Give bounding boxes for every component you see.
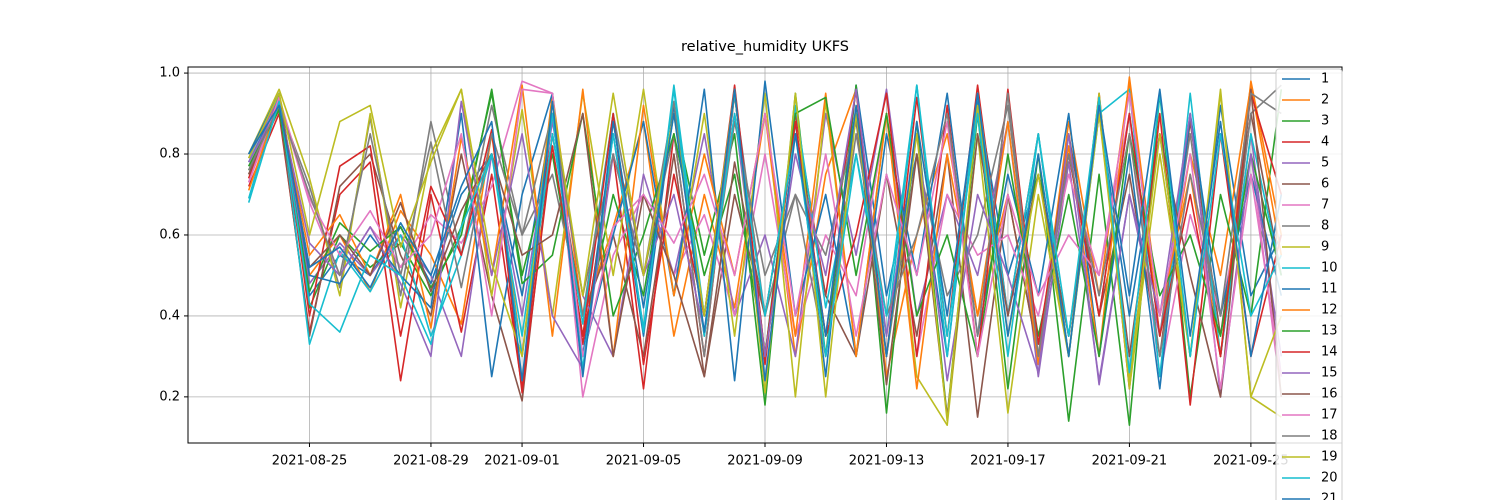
x-tick-label: 2021-09-17 xyxy=(970,454,1046,469)
legend-label: 1 xyxy=(1321,72,1329,87)
legend-label: 20 xyxy=(1321,471,1338,486)
legend-label: 6 xyxy=(1321,177,1329,192)
legend-label: 3 xyxy=(1321,114,1329,129)
series-line xyxy=(247,80,1283,390)
y-tick-label: 0.4 xyxy=(159,308,180,323)
x-tick-label: 2021-08-29 xyxy=(393,454,469,469)
legend-label: 18 xyxy=(1321,429,1338,444)
series-line xyxy=(247,88,1283,398)
legend-label: 15 xyxy=(1321,366,1338,381)
series-line xyxy=(247,88,1283,390)
legend-label: 19 xyxy=(1321,450,1338,465)
series-line xyxy=(247,80,1283,398)
series-line xyxy=(248,88,1283,382)
x-tick-label: 2021-09-13 xyxy=(849,454,925,469)
series-line xyxy=(247,88,1283,422)
y-tick-label: 0.8 xyxy=(159,147,180,162)
legend-label: 17 xyxy=(1321,408,1338,423)
legend-label: 21 xyxy=(1321,492,1338,501)
legend-label: 4 xyxy=(1321,135,1329,150)
legend-label: 11 xyxy=(1321,282,1338,297)
y-tick-label: 1.0 xyxy=(159,66,180,81)
legend-label: 2 xyxy=(1321,93,1329,108)
series-line xyxy=(247,84,1283,374)
legend-label: 16 xyxy=(1321,387,1338,402)
y-tick-label: 0.2 xyxy=(159,389,180,404)
legend-box xyxy=(1275,68,1343,504)
series-line xyxy=(247,92,1282,358)
y-tick-label: 0.6 xyxy=(159,227,180,242)
legend-label: 10 xyxy=(1321,261,1338,276)
x-tick-label: 2021-09-09 xyxy=(727,454,803,469)
x-tick-label: 2021-09-21 xyxy=(1092,454,1168,469)
x-tick-label: 2021-09-01 xyxy=(484,454,560,469)
x-tick-label: 2021-08-25 xyxy=(272,454,348,469)
legend-label: 7 xyxy=(1321,198,1329,213)
legend-label: 8 xyxy=(1321,219,1329,234)
chart-title: relative_humidity UKFS xyxy=(681,39,849,55)
legend-label: 9 xyxy=(1321,240,1329,255)
legend-label: 12 xyxy=(1321,303,1338,318)
x-tick-label: 2021-09-25 xyxy=(1213,454,1289,469)
legend-label: 13 xyxy=(1321,324,1338,339)
legend-label: 5 xyxy=(1321,156,1329,171)
x-tick-label: 2021-09-05 xyxy=(606,454,682,469)
legend-label: 14 xyxy=(1321,345,1338,360)
